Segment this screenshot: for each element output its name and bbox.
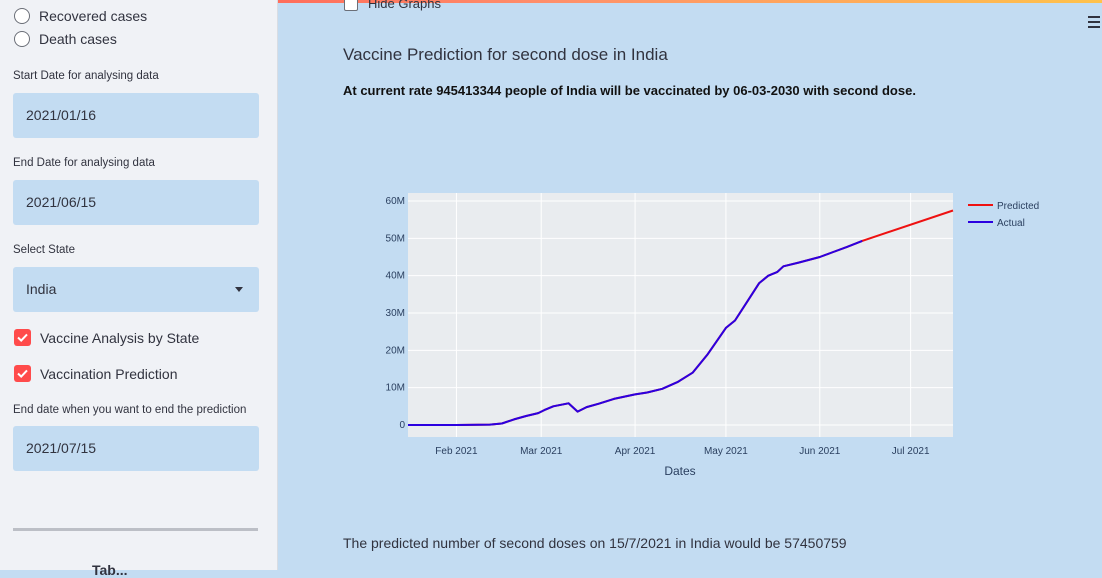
radio-recovered-cases[interactable]: Recovered cases xyxy=(14,6,147,26)
checkbox-checked-icon[interactable] xyxy=(14,329,31,346)
radio-label: Death cases xyxy=(39,31,117,47)
y-tick-label: 20M xyxy=(386,345,405,356)
sidebar-divider xyxy=(13,528,258,531)
start-date-input[interactable]: 2021/01/16 xyxy=(13,93,259,138)
start-date-label: Start Date for analysing data xyxy=(13,70,159,82)
app-top-bar xyxy=(0,0,1102,3)
sidebar: Recovered cases Death cases Start Date f… xyxy=(0,0,278,578)
radio-death-cases[interactable]: Death cases xyxy=(14,29,117,49)
x-tick-label: Apr 2021 xyxy=(615,446,656,457)
prediction-summary: At current rate 945413344 people of Indi… xyxy=(343,83,916,98)
end-date-input[interactable]: 2021/06/15 xyxy=(13,180,259,225)
hide-graphs-checkbox[interactable]: Hide Graphs xyxy=(344,0,441,11)
hamburger-menu-icon[interactable] xyxy=(1088,16,1100,29)
y-tick-label: 0 xyxy=(399,420,405,431)
legend-label-actual: Actual xyxy=(997,218,1025,229)
checkbox-unchecked-icon[interactable] xyxy=(344,0,358,11)
checkbox-vaccine-analysis[interactable]: Vaccine Analysis by State xyxy=(14,329,199,346)
x-tick-label: Feb 2021 xyxy=(435,446,478,457)
start-date-value: 2021/01/16 xyxy=(26,107,97,123)
prediction-end-label: End date when you want to end the predic… xyxy=(13,404,247,416)
plot-area xyxy=(408,193,953,437)
sidebar-partial-heading: Tab... xyxy=(92,562,128,578)
state-select-value: India xyxy=(26,281,57,297)
prediction-result-text: The predicted number of second doses on … xyxy=(343,535,847,551)
y-tick-label: 30M xyxy=(386,308,405,319)
x-tick-label: Jul 2021 xyxy=(892,446,930,457)
vaccine-prediction-chart: 0 10M 20M 30M 40M 50M 60M Feb 2021 Mar 2021 Apr … xyxy=(386,193,1039,478)
select-state-label: Select State xyxy=(13,244,76,256)
y-tick-label: 60M xyxy=(386,196,405,207)
state-select[interactable]: India xyxy=(13,267,259,312)
prediction-end-input[interactable]: 2021/07/15 xyxy=(13,426,259,471)
y-tick-label: 40M xyxy=(386,271,405,282)
prediction-end-value: 2021/07/15 xyxy=(26,440,97,456)
y-tick-label: 10M xyxy=(386,383,405,394)
hide-graphs-label: Hide Graphs xyxy=(368,0,441,11)
page-title: Vaccine Prediction for second dose in In… xyxy=(343,45,668,64)
radio-button[interactable] xyxy=(14,8,30,24)
end-date-value: 2021/06/15 xyxy=(26,194,97,210)
x-tick-label: Mar 2021 xyxy=(520,446,563,457)
legend-label-predicted: Predicted xyxy=(997,201,1039,212)
y-tick-label: 50M xyxy=(386,233,405,244)
x-tick-label: May 2021 xyxy=(704,446,748,457)
radio-button[interactable] xyxy=(14,31,30,47)
checkbox-label: Vaccination Prediction xyxy=(40,365,178,382)
end-date-label: End Date for analysing data xyxy=(13,157,155,169)
checkbox-vaccination-prediction[interactable]: Vaccination Prediction xyxy=(14,365,177,382)
series-line-actual xyxy=(408,239,863,426)
x-tick-label: Jun 2021 xyxy=(799,446,841,457)
x-axis-title: Dates xyxy=(664,464,695,478)
radio-label: Recovered cases xyxy=(39,8,148,24)
checkbox-label: Vaccine Analysis by State xyxy=(40,329,200,346)
chevron-down-icon xyxy=(235,287,243,292)
checkbox-checked-icon[interactable] xyxy=(14,365,31,382)
